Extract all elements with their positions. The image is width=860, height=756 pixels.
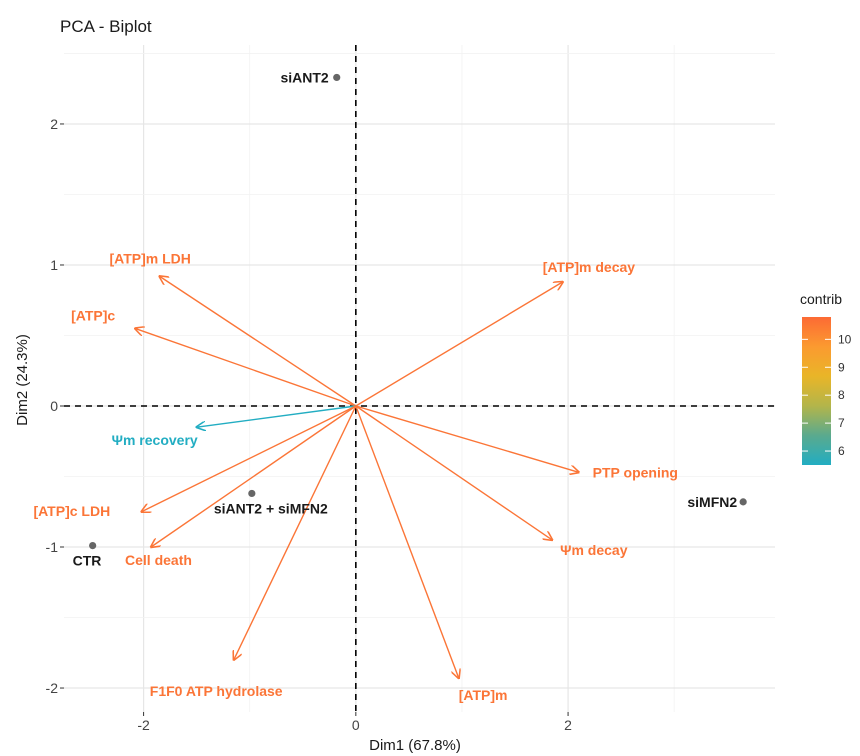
- variable-label: [ATP]c LDH: [33, 503, 110, 519]
- individual-label: siANT2: [280, 69, 328, 85]
- variable-labels: [ATP]m LDH [ATP]c [ATP]m decay Ψm recovery P…: [33, 250, 678, 703]
- individual-point: [739, 498, 747, 506]
- legend-tick-label: 10: [838, 332, 852, 346]
- individual-label: siMFN2: [687, 494, 737, 510]
- variable-label: [ATP]c: [71, 307, 115, 323]
- variable-label: [ATP]m LDH: [110, 250, 191, 266]
- y-tick-label: 1: [50, 257, 58, 273]
- variable-label: [ATP]m: [459, 687, 508, 703]
- axis-ticks: -2 0 2 -2 -1 0 1 2: [46, 116, 573, 733]
- legend-ticks: 6 7 8 9 10: [802, 332, 852, 458]
- variable-arrow: [160, 276, 357, 407]
- variable-arrow: [151, 405, 357, 547]
- y-tick-label: 0: [50, 398, 58, 414]
- variable-label: Ψm recovery: [112, 432, 198, 448]
- legend-tick-label: 8: [838, 388, 845, 402]
- variable-arrow: [355, 282, 563, 407]
- variable-arrow: [234, 405, 357, 660]
- x-tick-label: 2: [564, 717, 572, 733]
- legend-title: contrib: [800, 291, 842, 307]
- variable-label: Cell death: [125, 552, 192, 568]
- chart-title: PCA - Biplot: [60, 17, 152, 36]
- x-tick-label: -2: [137, 717, 150, 733]
- y-axis-title: Dim2 (24.3%): [14, 334, 31, 426]
- y-tick-label: -1: [46, 539, 59, 555]
- legend-colorbar: [802, 317, 831, 465]
- y-tick-label: 2: [50, 116, 58, 132]
- legend-tick-label: 7: [838, 416, 845, 430]
- x-axis-title: Dim1 (67.8%): [369, 737, 461, 754]
- grid: [64, 45, 775, 712]
- individual-label: CTR: [73, 553, 102, 569]
- variable-arrow: [355, 405, 579, 472]
- individual-label: siANT2 + siMFN2: [214, 500, 328, 516]
- individual-points: siANT2 siANT2 + siMFN2 siMFN2 CTR: [73, 69, 747, 569]
- legend: contrib 6 7 8 9 10: [800, 291, 852, 465]
- variable-arrows: [135, 276, 579, 678]
- legend-tick-label: 9: [838, 360, 845, 374]
- zero-lines: [64, 45, 775, 712]
- variable-label: [ATP]m decay: [543, 259, 636, 275]
- legend-tick-label: 6: [838, 444, 845, 458]
- individual-point: [248, 489, 256, 498]
- individual-point: [333, 73, 341, 82]
- variable-arrow: [355, 405, 459, 678]
- x-tick-label: 0: [352, 717, 360, 733]
- variable-arrow: [355, 405, 552, 540]
- variable-label: PTP opening: [593, 464, 678, 480]
- variable-arrow: [135, 328, 357, 407]
- individual-point: [89, 542, 97, 550]
- y-tick-label: -2: [46, 680, 59, 696]
- variable-arrow: [197, 405, 356, 427]
- variable-label: F1F0 ATP hydrolase: [150, 683, 283, 699]
- variable-arrow: [141, 405, 357, 512]
- variable-label: Ψm decay: [560, 542, 628, 558]
